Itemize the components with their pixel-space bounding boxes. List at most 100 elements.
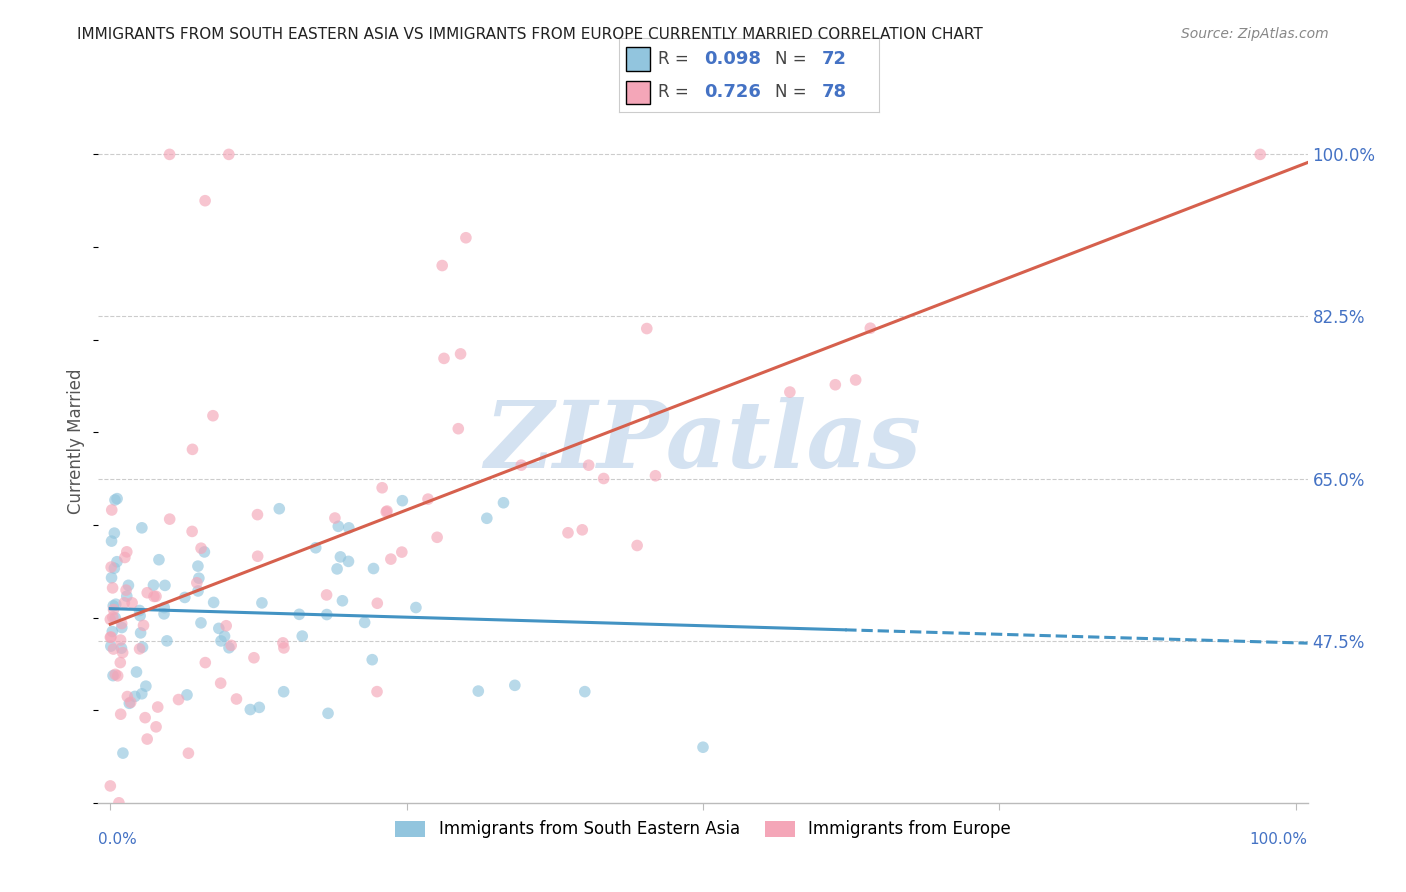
Point	[131, 521, 153, 535]
Point	[219, 639, 242, 653]
Point	[107, 669, 129, 683]
Point	[153, 600, 176, 615]
Point	[100, 534, 122, 549]
Point	[416, 492, 439, 507]
Point	[626, 539, 648, 553]
Point	[136, 732, 159, 747]
Point	[128, 603, 150, 617]
Point	[145, 720, 167, 734]
Point	[173, 591, 195, 605]
Y-axis label: Currently Married: Currently Married	[67, 368, 86, 515]
Point	[176, 688, 198, 702]
Point	[143, 590, 166, 604]
Point	[129, 608, 152, 623]
Point	[111, 746, 134, 760]
Point	[186, 575, 208, 590]
Text: 78: 78	[821, 84, 846, 102]
Point	[111, 621, 134, 635]
Point	[269, 501, 291, 516]
Point	[578, 458, 600, 473]
Text: IMMIGRANTS FROM SOUTH EASTERN ASIA VS IMMIGRANTS FROM EUROPE CURRENTLY MARRIED C: IMMIGRANTS FROM SOUTH EASTERN ASIA VS IM…	[77, 27, 983, 42]
Point	[159, 512, 181, 526]
Text: 100.0%: 100.0%	[1250, 831, 1308, 847]
Legend: Immigrants from South Eastern Asia, Immigrants from Europe: Immigrants from South Eastern Asia, Immi…	[388, 814, 1018, 845]
Point	[202, 595, 225, 609]
Point	[105, 491, 128, 506]
Point	[110, 707, 132, 722]
Point	[273, 684, 295, 698]
Point	[98, 631, 121, 645]
Point	[503, 678, 526, 692]
Text: N =: N =	[775, 84, 811, 102]
Point	[118, 696, 141, 710]
Point	[243, 650, 266, 665]
Point	[103, 526, 125, 541]
Point	[120, 695, 142, 709]
FancyBboxPatch shape	[627, 47, 650, 70]
Point	[101, 610, 124, 624]
Point	[103, 642, 125, 657]
Point	[112, 596, 135, 610]
Point	[225, 692, 247, 706]
Point	[824, 377, 846, 392]
Text: N =: N =	[775, 50, 811, 68]
Point	[571, 523, 593, 537]
Text: R =: R =	[658, 84, 693, 102]
Point	[98, 779, 121, 793]
Point	[115, 589, 138, 603]
Point	[114, 550, 136, 565]
Point	[159, 147, 181, 161]
Point	[136, 586, 159, 600]
Point	[193, 545, 215, 559]
Point	[209, 676, 232, 690]
Point	[510, 458, 533, 472]
Point	[167, 692, 190, 706]
Point	[208, 621, 231, 635]
Point	[247, 700, 270, 714]
Point	[574, 684, 596, 698]
Point	[271, 636, 294, 650]
Point	[328, 519, 350, 533]
Point	[190, 541, 212, 556]
Point	[426, 530, 449, 544]
Point	[380, 552, 402, 566]
Point	[644, 468, 666, 483]
Point	[103, 599, 125, 613]
Point	[1249, 147, 1271, 161]
Point	[305, 541, 328, 555]
Text: ZIPatlas: ZIPatlas	[485, 397, 921, 486]
Point	[692, 740, 714, 755]
Point	[115, 583, 138, 598]
Point	[181, 524, 204, 539]
FancyBboxPatch shape	[627, 81, 650, 104]
Point	[121, 596, 143, 610]
Point	[101, 668, 124, 682]
Point	[100, 560, 122, 574]
Point	[454, 231, 477, 245]
Point	[148, 552, 170, 566]
Point	[103, 561, 125, 575]
Point	[105, 555, 128, 569]
Point	[315, 607, 337, 622]
Text: 0.098: 0.098	[704, 50, 762, 68]
Point	[201, 409, 224, 423]
Point	[209, 634, 232, 648]
Point	[153, 607, 176, 621]
Point	[291, 629, 314, 643]
Point	[153, 578, 176, 592]
Point	[101, 624, 124, 639]
Text: 72: 72	[821, 50, 846, 68]
Point	[375, 504, 398, 518]
Point	[316, 706, 339, 721]
Point	[337, 554, 360, 568]
Point	[218, 147, 240, 161]
Point	[592, 471, 614, 485]
Point	[326, 562, 349, 576]
Point	[100, 630, 122, 644]
Point	[100, 503, 122, 517]
Point	[187, 571, 209, 585]
Point	[329, 549, 352, 564]
Point	[218, 640, 240, 655]
Point	[177, 746, 200, 760]
Point	[391, 493, 413, 508]
